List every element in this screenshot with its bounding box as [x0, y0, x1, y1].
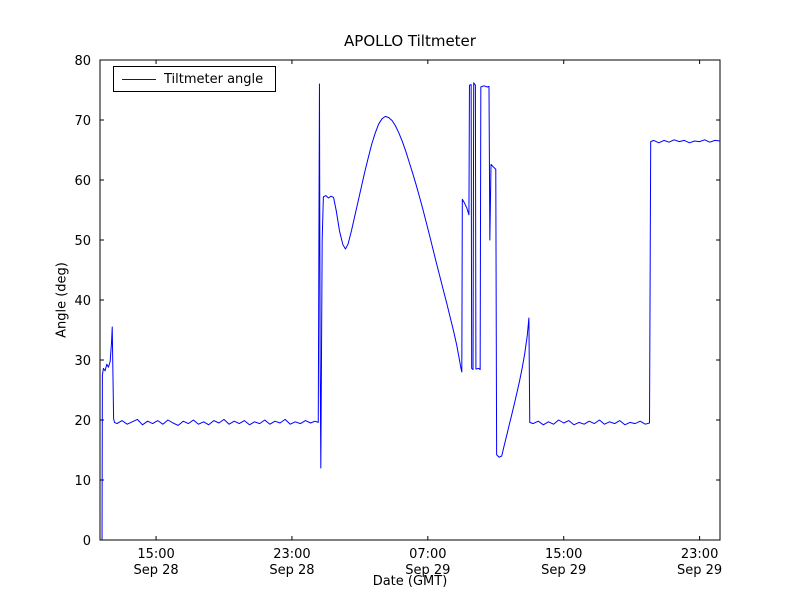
- y-axis-label: Angle (deg): [54, 262, 70, 338]
- axes-frame: [99, 59, 721, 541]
- x-tick-label: 07:00: [409, 547, 446, 562]
- x-tick-label-date: Sep 29: [541, 563, 586, 578]
- chart-title: APOLLO Tiltmeter: [344, 32, 476, 50]
- x-tick-label: 15:00: [137, 547, 174, 562]
- legend-label: Tiltmeter angle: [164, 71, 264, 87]
- x-tick-label-date: Sep 29: [677, 563, 722, 578]
- y-tick-label: 80: [74, 54, 91, 69]
- y-tick-label: 70: [74, 114, 91, 129]
- legend-line-sample: [122, 78, 156, 80]
- y-tick-label: 30: [74, 354, 91, 369]
- y-tick-label: 0: [83, 534, 91, 549]
- x-tick-label-date: Sep 28: [269, 563, 314, 578]
- x-tick-label-date: Sep 28: [133, 563, 178, 578]
- x-tick-label-date: Sep 29: [405, 563, 450, 578]
- y-tick-label: 20: [74, 414, 91, 429]
- y-tick-label: 40: [74, 294, 91, 309]
- y-tick-label: 60: [74, 174, 91, 189]
- y-tick-label: 50: [74, 234, 91, 249]
- x-tick-label: 23:00: [681, 547, 718, 562]
- tiltmeter-angle-line: [101, 82, 721, 541]
- x-axis-label: Date (GMT): [372, 574, 448, 589]
- x-tick-label: 15:00: [545, 547, 582, 562]
- y-tick-label: 10: [74, 474, 91, 489]
- x-tick-label: 23:00: [273, 547, 310, 562]
- legend: Tiltmeter angle: [113, 66, 277, 92]
